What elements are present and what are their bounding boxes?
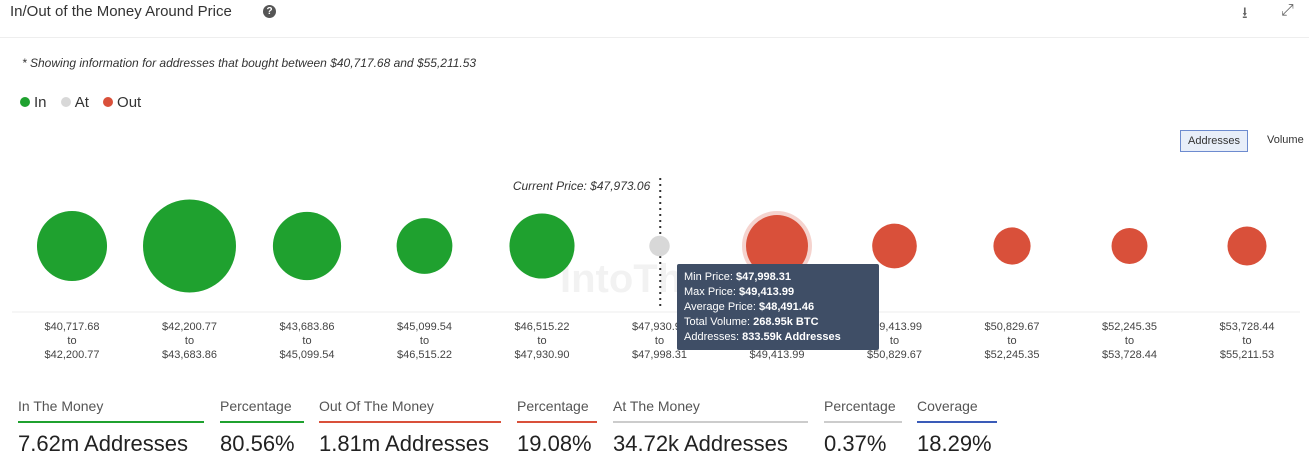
tooltip-avg-row: Average Price: $48,491.46 <box>684 301 815 313</box>
legend-out-label: Out <box>117 94 142 111</box>
stat-out-percentage: Percentage 19.08% <box>517 398 597 457</box>
bin-to-word: to <box>655 335 664 347</box>
legend-at-dot <box>60 97 71 107</box>
stat-label: Out Of The Money <box>319 398 434 414</box>
volume-toggle[interactable]: Volume <box>1267 134 1304 146</box>
stat-underline <box>613 421 808 423</box>
bin-from-label: $53,728.44 <box>1219 321 1274 333</box>
stat-value: 34.72k Addresses <box>613 431 788 456</box>
bin-from-label: $49,413.99 <box>867 321 922 333</box>
bin-from-label: $46,515.22 <box>514 321 569 333</box>
stat-label: In The Money <box>18 398 104 414</box>
bin-from-label: $50,829.67 <box>984 321 1039 333</box>
bubble-out <box>872 223 917 269</box>
bin-from-label: $43,683.86 <box>279 321 334 333</box>
bin-to-label: $45,099.54 <box>279 349 334 361</box>
bin-to-label: $53,728.44 <box>1102 349 1157 361</box>
stat-value: 80.56% <box>220 431 295 456</box>
legend-item-in[interactable]: In <box>20 94 47 111</box>
bubble-in <box>509 213 575 279</box>
stat-out-of-the-money: Out Of The Money 1.81m Addresses <box>319 398 501 457</box>
bin-to-label: $46,515.22 <box>397 349 452 361</box>
stat-label: Percentage <box>220 398 292 414</box>
bin-to-word: to <box>537 335 546 347</box>
stat-value: 0.37% <box>824 431 887 456</box>
bubble-out <box>993 227 1031 265</box>
legend-at-label: At <box>74 94 89 111</box>
stat-label: Percentage <box>517 398 589 414</box>
stat-in-percentage: Percentage 80.56% <box>220 398 304 457</box>
bin-from-label: $52,245.35 <box>1102 321 1157 333</box>
legend-in-label: In <box>34 94 47 111</box>
bubble-in <box>396 218 453 274</box>
legend-item-at[interactable]: At <box>60 94 89 111</box>
current-price-label: Current Price: $47,973.06 <box>513 179 651 193</box>
bin-to-label: $55,211.53 <box>1220 349 1274 361</box>
bin-from-label: $42,200.77 <box>162 321 217 333</box>
download-icon[interactable]: ⭳ <box>1242 5 1248 22</box>
addresses-toggle[interactable]: Addresses <box>1180 130 1248 152</box>
stat-underline <box>917 421 997 423</box>
bubble-out <box>1111 228 1148 264</box>
bin-to-word: to <box>1125 335 1134 347</box>
tooltip-max-row: Max Price: $49,413.99 <box>684 286 795 298</box>
bin-to-label: $47,998.31 <box>632 349 687 361</box>
bin-to-word: to <box>185 335 194 347</box>
page-title: In/Out of the Money Around Price <box>10 3 232 20</box>
legend-item-out[interactable]: Out <box>103 94 141 111</box>
stat-label: Percentage <box>824 398 896 414</box>
bin-to-word: to <box>890 335 899 347</box>
stat-underline <box>319 421 501 423</box>
bin-to-word: to <box>302 335 311 347</box>
bubble-in <box>143 199 236 293</box>
bin-to-word: to <box>420 335 429 347</box>
legend-in-dot <box>20 97 30 107</box>
expand-icon[interactable]: ⤢ <box>1281 2 1294 19</box>
question-circle-icon[interactable]: ? <box>263 5 276 18</box>
bin-from-label: $45,099.54 <box>397 321 452 333</box>
stat-value: 7.62m Addresses <box>18 431 188 456</box>
stat-underline <box>517 421 597 423</box>
bin-to-word: to <box>1007 335 1016 347</box>
stat-label: Coverage <box>917 398 978 414</box>
summary-stats: In The Money 7.62m Addresses Percentage … <box>0 398 1309 468</box>
stat-in-the-money: In The Money 7.62m Addresses <box>18 398 204 457</box>
bubble-out <box>746 215 808 277</box>
bin-to-label: $42,200.77 <box>44 349 99 361</box>
bin-to-label: $43,683.86 <box>162 349 217 361</box>
stat-value: 18.29% <box>917 431 992 456</box>
bin-to-word: to <box>67 335 76 347</box>
bubble-tooltip: Min Price: $47,998.31 Max Price: $49,413… <box>677 264 879 350</box>
bubble-out <box>1227 226 1267 266</box>
header-divider <box>0 37 1309 38</box>
tooltip-min-row: Min Price: $47,998.31 <box>684 271 792 283</box>
bin-to-label: $50,829.67 <box>867 349 922 361</box>
bin-from-label: $40,717.68 <box>44 321 99 333</box>
stat-value: 19.08% <box>517 431 592 456</box>
tooltip-addresses-row: Addresses: 833.59k Addresses <box>684 331 841 343</box>
stat-value: 1.81m Addresses <box>319 431 489 456</box>
legend: In At Out <box>20 94 151 111</box>
bin-to-label: $49,413.99 <box>749 349 804 361</box>
stat-coverage: Coverage 18.29% <box>917 398 997 457</box>
bin-to-label: $52,245.35 <box>984 349 1039 361</box>
bin-to-label: $47,930.90 <box>514 349 569 361</box>
stat-at-percentage: Percentage 0.37% <box>824 398 902 457</box>
bin-from-label: $47,930.90 <box>632 321 687 333</box>
legend-out-dot <box>103 97 114 107</box>
bubble-in <box>36 210 108 282</box>
stat-label: At The Money <box>613 398 700 414</box>
stat-at-the-money: At The Money 34.72k Addresses <box>613 398 808 457</box>
range-note: * Showing information for addresses that… <box>22 56 477 70</box>
tooltip-volume-row: Total Volume: 268.95k BTC <box>684 316 819 328</box>
stat-underline <box>18 421 204 423</box>
stat-underline <box>220 421 304 423</box>
bin-to-word: to <box>1242 335 1251 347</box>
stat-underline <box>824 421 902 423</box>
bubble-at <box>649 235 670 257</box>
bubble-in <box>272 211 342 281</box>
